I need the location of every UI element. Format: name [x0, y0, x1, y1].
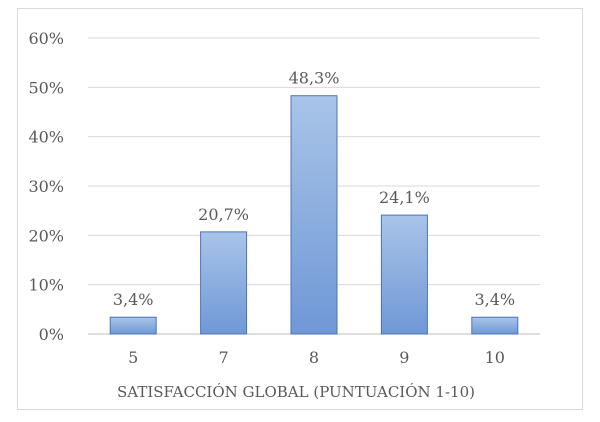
bar-7	[200, 231, 248, 335]
x-axis-ticks: 5 7 8 9 10	[128, 348, 505, 367]
bar-5	[109, 316, 157, 335]
y-tick-label: 0%	[39, 325, 64, 344]
bars	[109, 95, 519, 335]
y-tick-label: 20%	[28, 226, 64, 245]
x-tick-label: 7	[219, 348, 229, 367]
data-label: 3,4%	[113, 290, 154, 309]
x-tick-label: 8	[309, 348, 319, 367]
y-tick-label: 40%	[28, 128, 64, 147]
y-tick-label: 30%	[28, 177, 64, 196]
x-tick-label: 5	[128, 348, 138, 367]
data-labels: 3,4% 20,7% 48,3% 24,1% 3,4%	[113, 69, 515, 310]
x-tick-label: 10	[485, 348, 505, 367]
bar-9	[380, 214, 428, 335]
data-label: 20,7%	[198, 205, 249, 224]
y-tick-label: 10%	[28, 276, 64, 295]
y-tick-label: 60%	[28, 29, 64, 48]
y-tick-label: 50%	[28, 78, 64, 97]
data-label: 48,3%	[289, 69, 340, 88]
data-label: 3,4%	[474, 290, 515, 309]
x-axis-title: SATISFACCIÓN GLOBAL (PUNTUACIÓN 1-10)	[117, 383, 475, 401]
y-axis-ticks: 0% 10% 20% 30% 40% 50% 60%	[28, 29, 64, 344]
x-tick-label: 9	[399, 348, 409, 367]
bar-8	[290, 95, 338, 335]
data-label: 24,1%	[379, 188, 430, 207]
bar-10	[471, 316, 519, 335]
